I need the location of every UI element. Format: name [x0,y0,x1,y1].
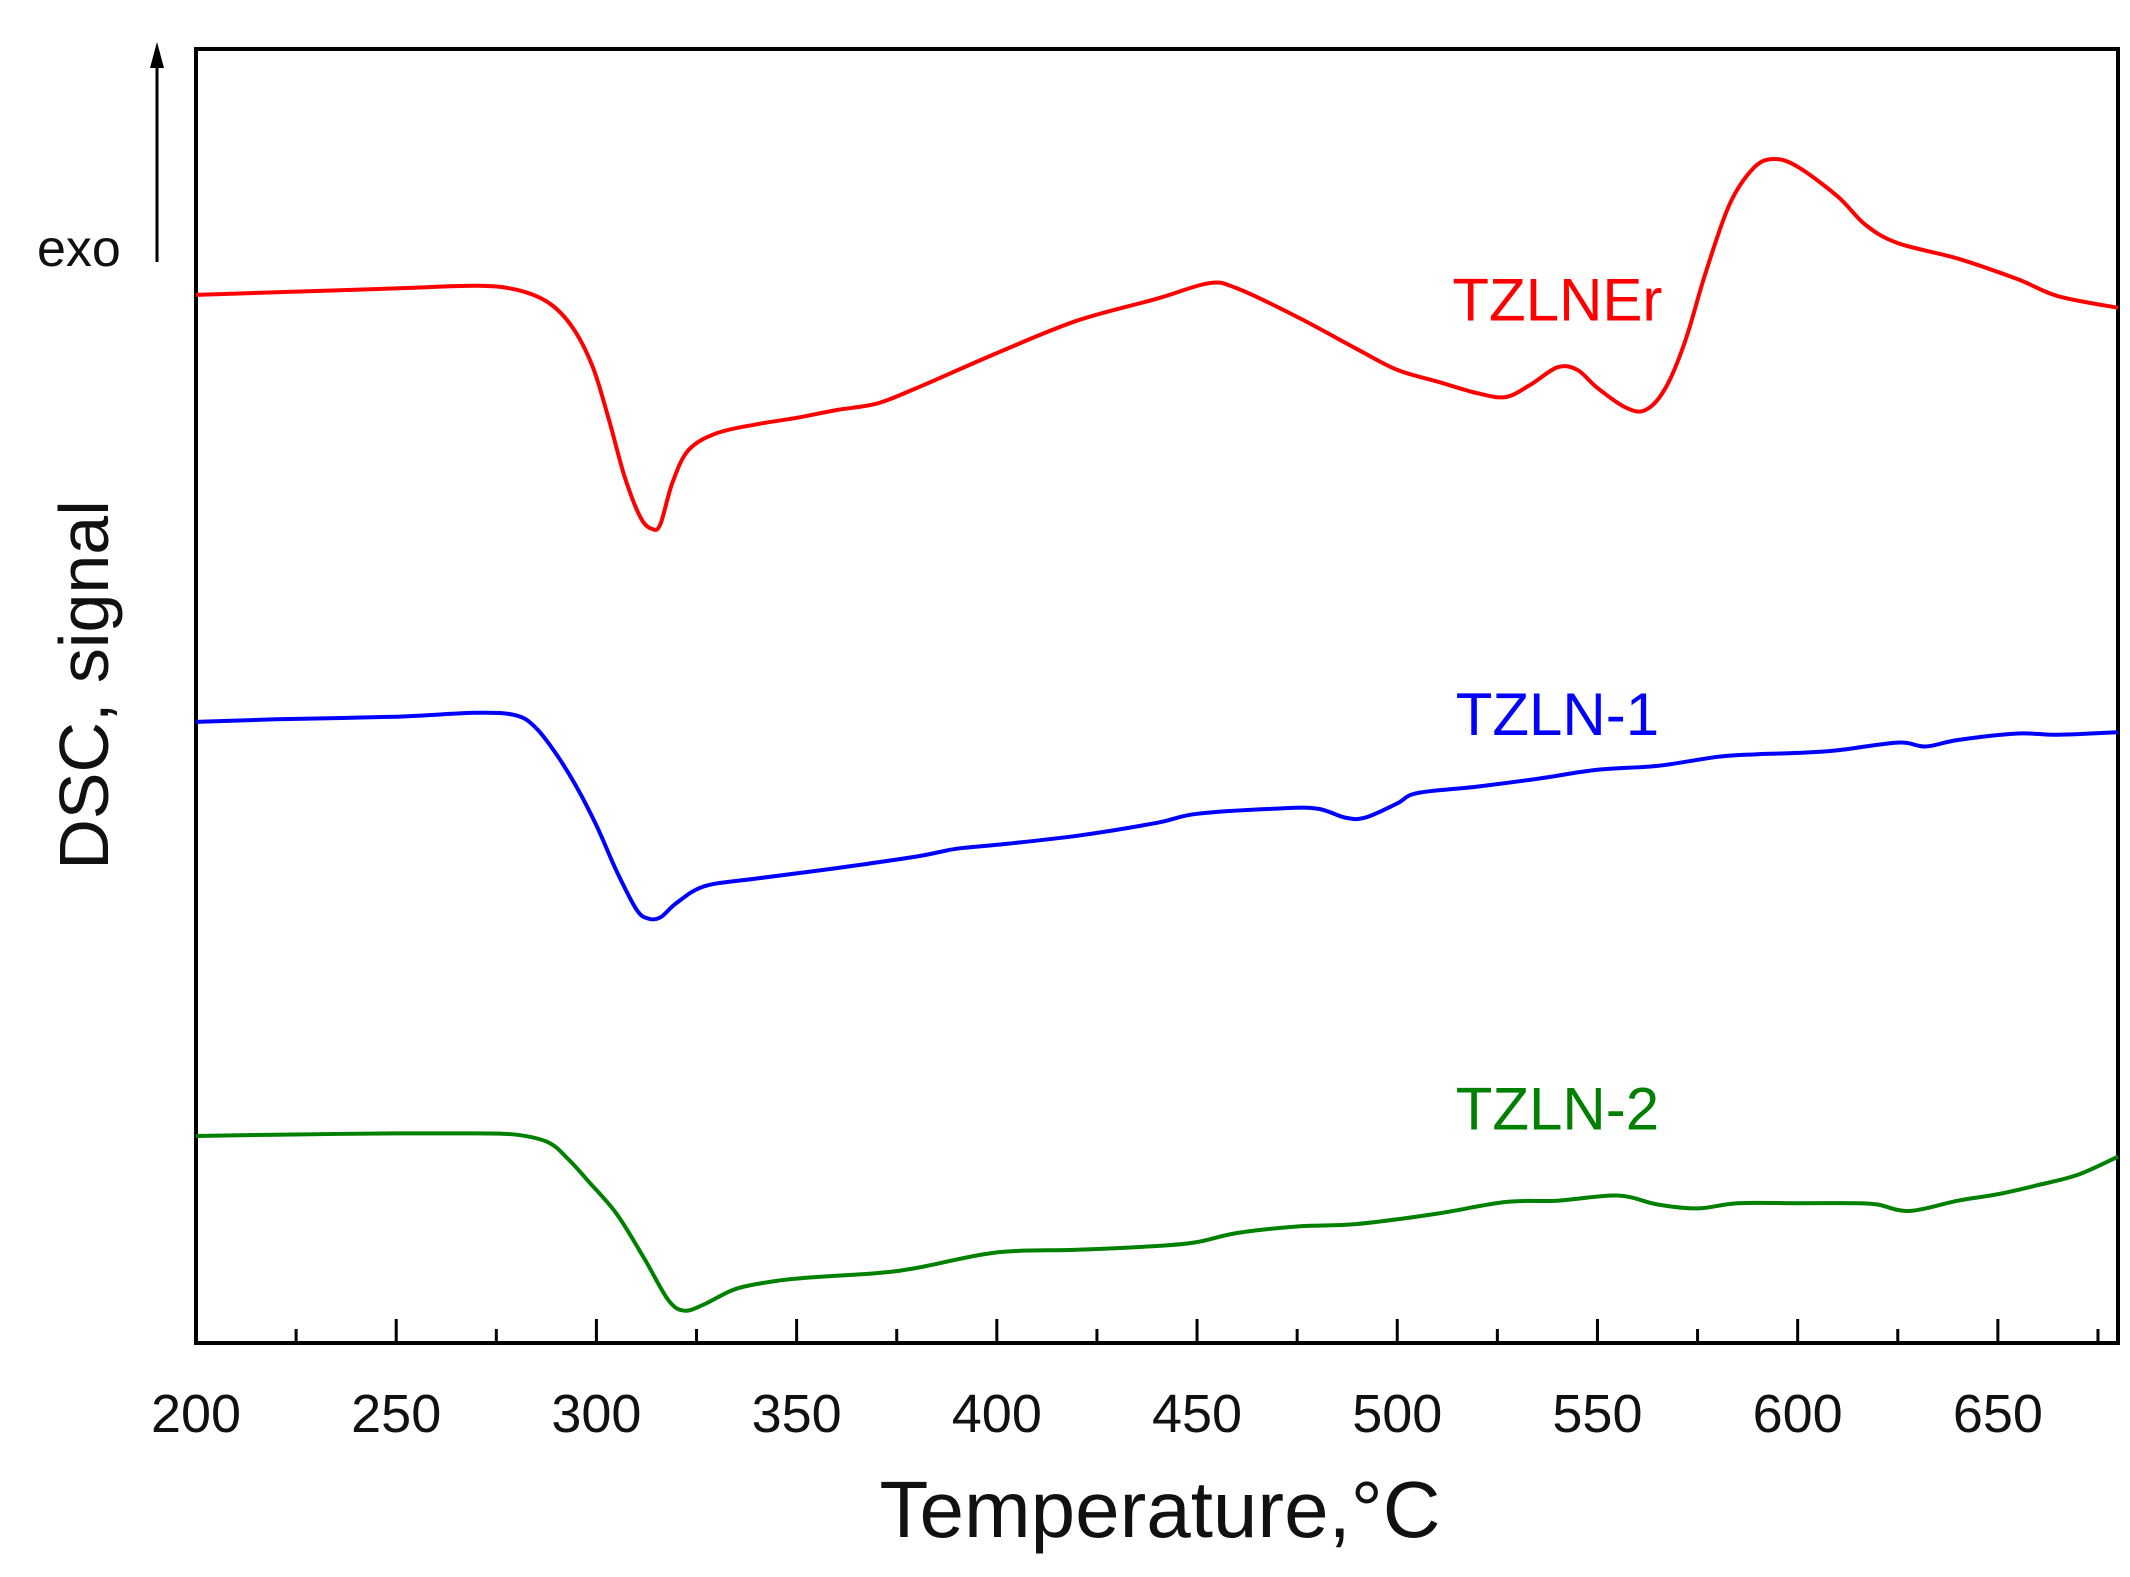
x-tick-label: 500 [1352,1384,1442,1444]
x-tick-label: 650 [1953,1384,2043,1444]
series-line-tzln-1 [195,710,2119,922]
x-tick-label: 300 [551,1384,641,1444]
series-labels: TZLNEr TZLN-1 TZLN-2 [1452,267,1662,1143]
series-line-tzln-2 [195,1131,2119,1313]
y-axis-title: DSC, signal [45,500,123,870]
x-tick-label: 350 [752,1384,842,1444]
x-axis-ticks [194,1319,2100,1343]
series-label-tzln-2: TZLN-2 [1456,1075,1659,1142]
x-tick-label: 600 [1753,1384,1843,1444]
exo-arrow-head [150,42,164,68]
x-tick-label: 450 [1152,1384,1242,1444]
x-tick-label: 400 [952,1384,1042,1444]
x-tick-label: 550 [1552,1384,1642,1444]
series-label-tzln-1: TZLN-1 [1456,681,1659,748]
exo-arrow [150,42,164,262]
x-axis-title: Temperature,°C [879,1465,1440,1554]
plot-frame [194,47,2120,1345]
series-line-tzlner [195,156,2119,532]
x-axis-tick-labels: 200 250 300 350 400 450 500 550 600 650 [151,1384,2043,1444]
series-label-tzlner: TZLNEr [1452,267,1662,334]
x-tick-label: 200 [151,1384,241,1444]
exo-label: exo [37,220,121,278]
x-tick-label: 250 [351,1384,441,1444]
series-lines [195,156,2119,1313]
